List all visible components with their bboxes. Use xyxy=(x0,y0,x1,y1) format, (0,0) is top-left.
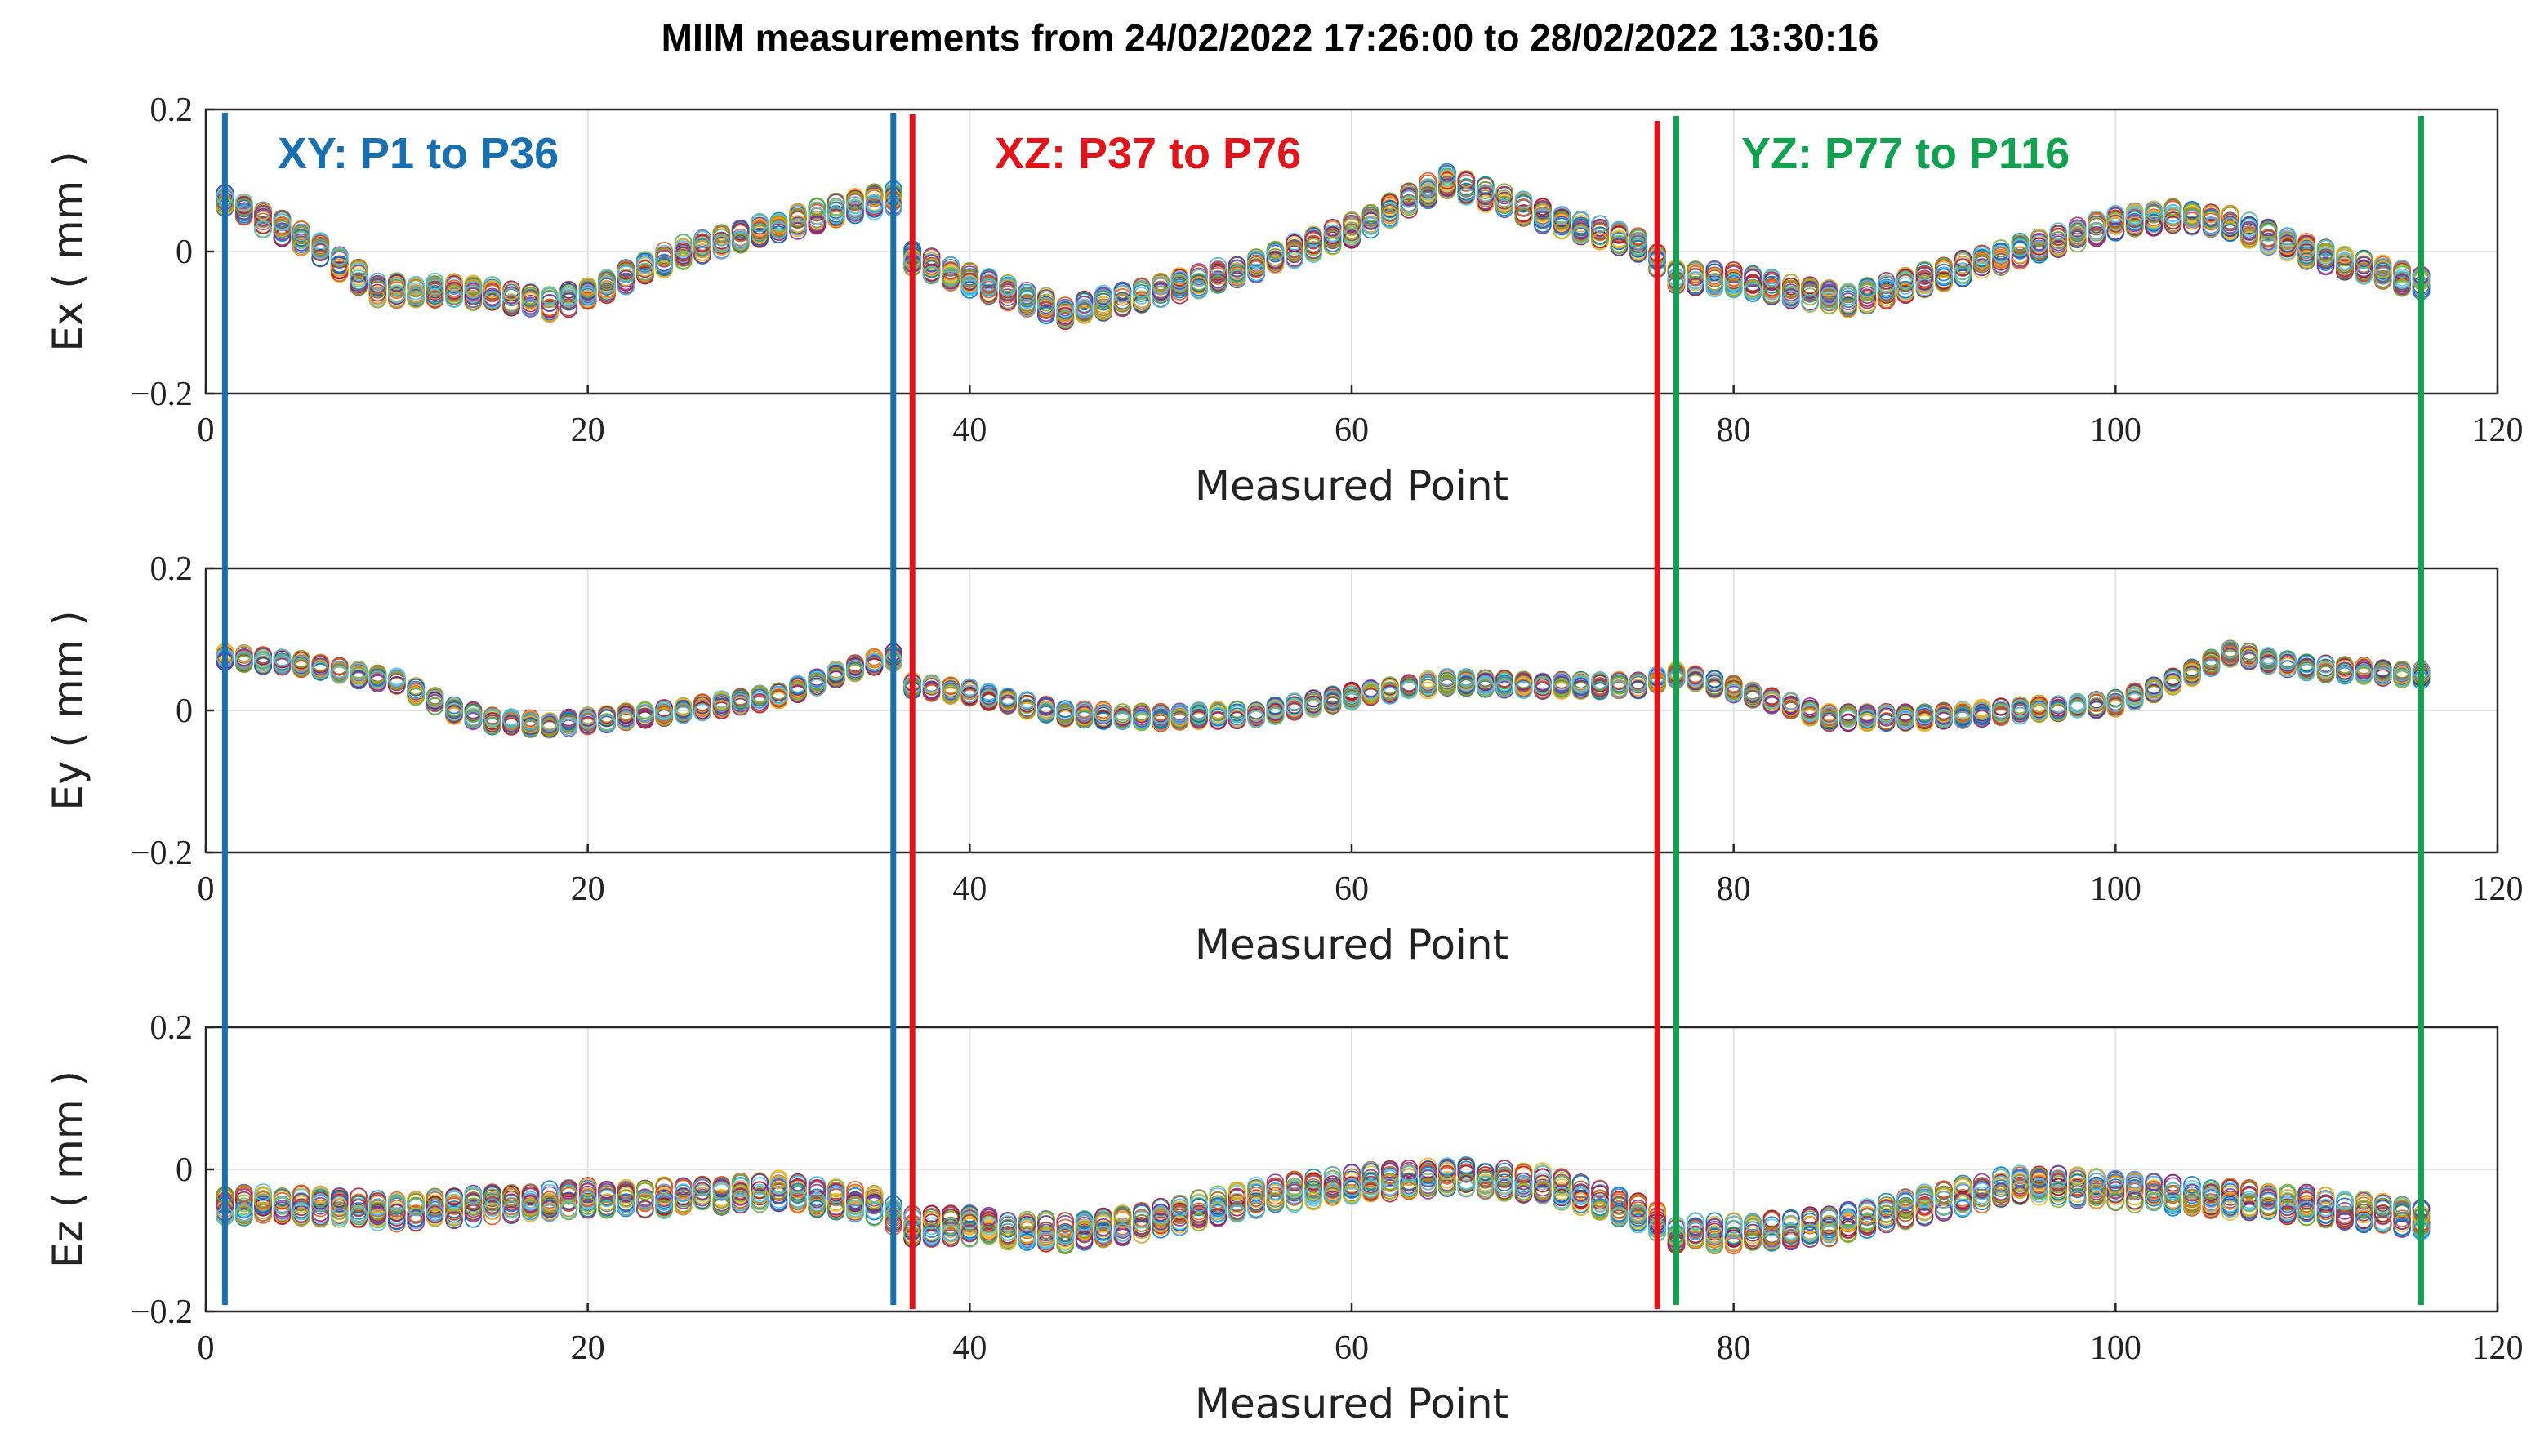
x-tick-label: 20 xyxy=(571,870,605,908)
data-point xyxy=(1457,179,1476,198)
data-point xyxy=(426,287,444,305)
data-point xyxy=(751,229,769,247)
data-point xyxy=(464,287,483,306)
data-point xyxy=(234,207,253,226)
data-point xyxy=(1495,195,1513,214)
data-point xyxy=(1190,269,1208,287)
scatter-points xyxy=(216,639,2431,739)
data-point xyxy=(1037,289,1055,307)
figure-title: MIIM measurements from 24/02/2022 17:26:… xyxy=(662,16,1879,59)
data-point xyxy=(2145,212,2163,230)
data-point xyxy=(808,202,827,220)
data-point xyxy=(368,283,387,302)
y-tick-label: 0.2 xyxy=(150,550,194,588)
y-axis-label: Ey ( mm ) xyxy=(44,610,91,810)
x-tick-label: 20 xyxy=(571,412,605,449)
data-point xyxy=(712,241,731,260)
data-point xyxy=(674,234,693,252)
data-point xyxy=(1915,272,1934,291)
x-tick-label: 120 xyxy=(2472,412,2524,449)
x-tick-label: 40 xyxy=(952,412,987,449)
x-axis-label: Measured Point xyxy=(1195,921,1508,968)
x-axis-label: Measured Point xyxy=(1195,462,1508,510)
y-tick-label: −0.2 xyxy=(131,835,193,872)
y-tick-label: 0.2 xyxy=(150,91,194,129)
data-point xyxy=(617,277,635,296)
data-point xyxy=(1801,287,1820,306)
y-tick-label: −0.2 xyxy=(131,376,193,413)
data-point xyxy=(1610,225,1629,244)
data-point xyxy=(979,284,998,303)
x-tick-label: 40 xyxy=(952,870,987,908)
data-point xyxy=(731,220,750,239)
x-tick-label: 80 xyxy=(1717,412,1751,449)
data-point xyxy=(311,248,330,267)
data-point xyxy=(1514,204,1533,223)
data-point xyxy=(1438,174,1456,193)
y-axis-label: Ex ( mm ) xyxy=(44,151,91,351)
x-tick-label: 100 xyxy=(2090,870,2141,908)
x-tick-label: 100 xyxy=(2090,412,2141,449)
data-point xyxy=(789,221,807,240)
data-point xyxy=(1132,287,1151,305)
y-tick-label: 0 xyxy=(176,234,193,271)
data-point xyxy=(2182,216,2201,235)
data-point xyxy=(2068,234,2087,253)
data-point xyxy=(1858,291,1877,309)
data-point xyxy=(789,203,807,222)
data-point xyxy=(254,216,273,234)
x-tick-label: 80 xyxy=(1717,870,1751,908)
x-tick-label: 60 xyxy=(1335,870,1369,908)
data-point xyxy=(464,292,483,310)
x-tick-label: 0 xyxy=(198,412,215,449)
x-tick-label: 0 xyxy=(198,870,215,908)
x-tick-label: 120 xyxy=(2472,870,2524,908)
data-point xyxy=(1820,292,1838,310)
scatter-points xyxy=(216,1156,2431,1255)
scatter-points xyxy=(216,163,2431,331)
data-point xyxy=(407,275,426,294)
y-tick-label: 0 xyxy=(176,692,193,730)
data-point xyxy=(999,292,1017,310)
x-tick-label: 60 xyxy=(1335,412,1369,449)
data-point xyxy=(2145,217,2163,235)
